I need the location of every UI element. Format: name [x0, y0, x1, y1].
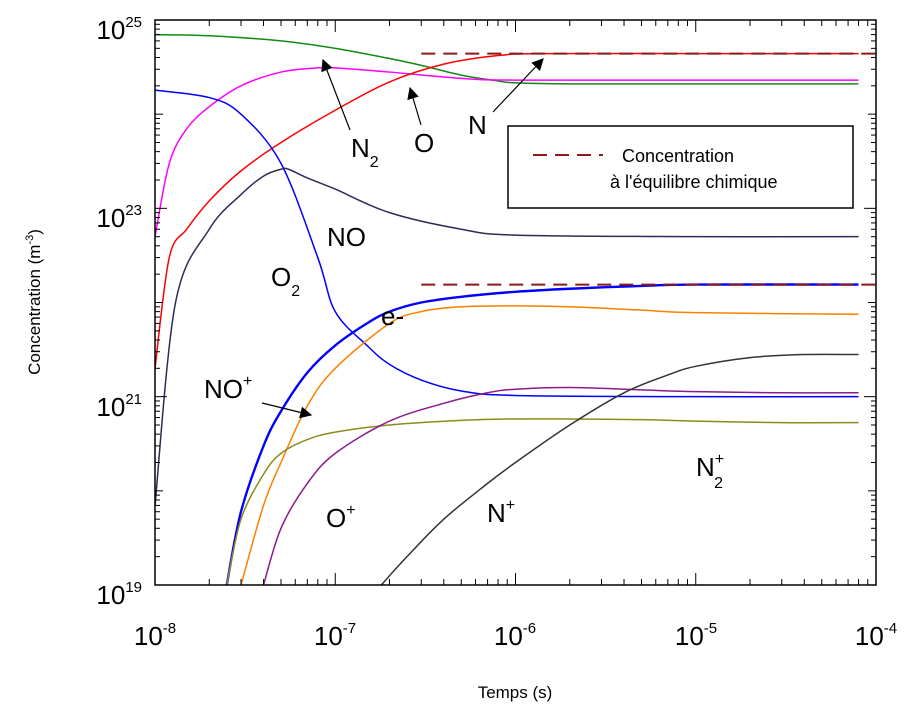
series-line-n2: [225, 418, 859, 585]
arrow-no-plus: [261, 402, 313, 419]
x-tick-label: 10-6: [494, 620, 536, 651]
annotations: N2 O N NO O2 e- NO+ O+ N+ N+ 2: [204, 58, 724, 533]
y-axis-title: Concentration (m-3): [24, 229, 44, 375]
series-line-o2: [155, 89, 859, 398]
arrow-n: [492, 58, 544, 113]
annotation-e: e-: [381, 301, 404, 331]
annotation-no: NO: [327, 222, 366, 252]
annotation-no-plus: NO+: [204, 373, 252, 404]
y-tick-label: 1025: [96, 14, 142, 45]
y-tick-label: 1019: [96, 579, 142, 610]
x-tick-label: 10-4: [855, 620, 897, 651]
series-line-no: [155, 167, 859, 506]
annotation-n-plus: N+: [487, 497, 515, 528]
series-line-n: [380, 353, 859, 585]
arrow-o: [407, 86, 422, 126]
legend-label: Concentration: [622, 146, 734, 166]
series-line-e: [225, 283, 859, 585]
plot-frame: [154, 19, 877, 586]
series-layer: [155, 33, 859, 585]
legend-box: [507, 125, 854, 209]
x-tick-labels: 10-8 10-7 10-6 10-5 10-4: [134, 620, 897, 651]
annotation-n: N: [468, 110, 487, 140]
y-tick-label: 1023: [96, 202, 142, 233]
x-tick-label: 10-8: [134, 620, 176, 651]
tick-marks: [154, 19, 877, 586]
legend: Concentration à l'équilibre chimique: [507, 125, 854, 209]
y-tick-label: 1021: [96, 391, 142, 422]
x-tick-label: 10-7: [314, 620, 356, 651]
annotation-o2: O2: [271, 262, 300, 300]
series-line-no: [240, 305, 859, 585]
annotation-n2-plus: N+ 2: [696, 451, 724, 492]
y-tick-labels: 1019 1021 1023 1025: [96, 14, 142, 610]
x-tick-label: 10-5: [675, 620, 717, 651]
annotation-n2: N2: [351, 133, 379, 171]
arrow-n2: [321, 58, 351, 131]
legend-label: à l'équilibre chimique: [610, 172, 778, 192]
annotation-o-plus: O+: [326, 502, 356, 533]
x-axis-title: Temps (s): [478, 683, 553, 702]
series-line-n: [155, 52, 859, 369]
equilibrium-layer: [421, 52, 876, 286]
series-line-n2: [155, 33, 859, 85]
annotation-o: O: [414, 128, 434, 158]
series-line-o: [262, 386, 859, 585]
